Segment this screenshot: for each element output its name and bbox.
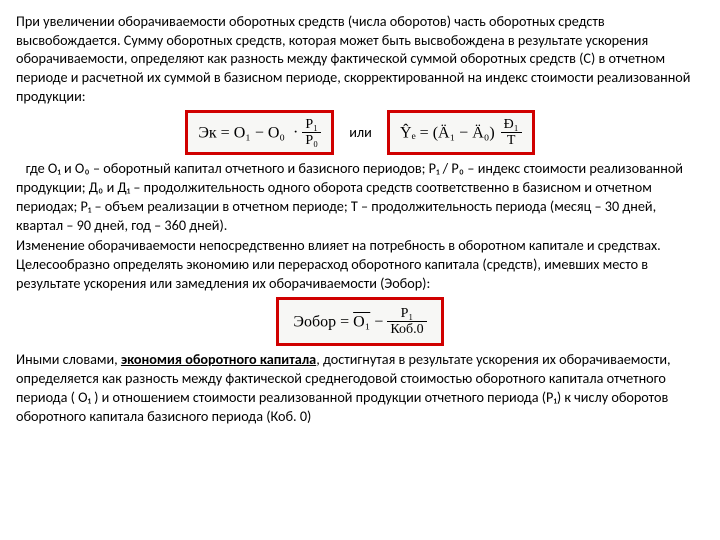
where-paragraph: где О₁ и О₀ – оборотный капитал отчетног… [16, 159, 704, 234]
formula-1-lhs: Эк [198, 124, 216, 141]
formula-row-1: Эк = О₁ − О₀ · Р₁ Р₀ или Ŷₑ = (Ä₁ − Ä₀) … [16, 110, 704, 156]
formula-1-den: Р₀ [302, 133, 321, 148]
intro-paragraph: При увеличении оборачиваемости оборотных… [16, 12, 704, 106]
formula-1: Эк = О₁ − О₀ · Р₁ Р₀ [185, 110, 334, 156]
formula-2-den: T [501, 133, 522, 148]
formula-2-num: Đ₁ [501, 117, 522, 133]
formula-2: Ŷₑ = (Ä₁ − Ä₀) Đ₁ T [387, 110, 535, 156]
change-paragraph: Изменение оборачиваемости непосредственн… [16, 236, 704, 292]
formula-3-term: О₁ [353, 313, 370, 330]
conclusion-pre: Иными словами, [16, 350, 121, 368]
formula-row-2: Эобор = О₁ − Р₁ Коб.0 [16, 297, 704, 347]
conclusion-paragraph: Иными словами, экономия оборотного капит… [16, 350, 704, 425]
formula-3-num: Р₁ [387, 306, 426, 322]
formula-3: Эобор = О₁ − Р₁ Коб.0 [276, 297, 443, 347]
formula-2-term: (Ä₁ − Ä₀) [433, 124, 495, 141]
conclusion-emphasis: экономия оборотного капитала [121, 350, 316, 368]
or-label: или [349, 123, 372, 142]
formula-3-den: Коб.0 [387, 322, 426, 337]
formula-1-term: О₁ − О₀ [234, 124, 285, 141]
formula-1-num: Р₁ [302, 117, 321, 133]
formula-3-lhs: Эобор [293, 313, 336, 330]
formula-2-lhs: Ŷₑ [400, 124, 416, 141]
